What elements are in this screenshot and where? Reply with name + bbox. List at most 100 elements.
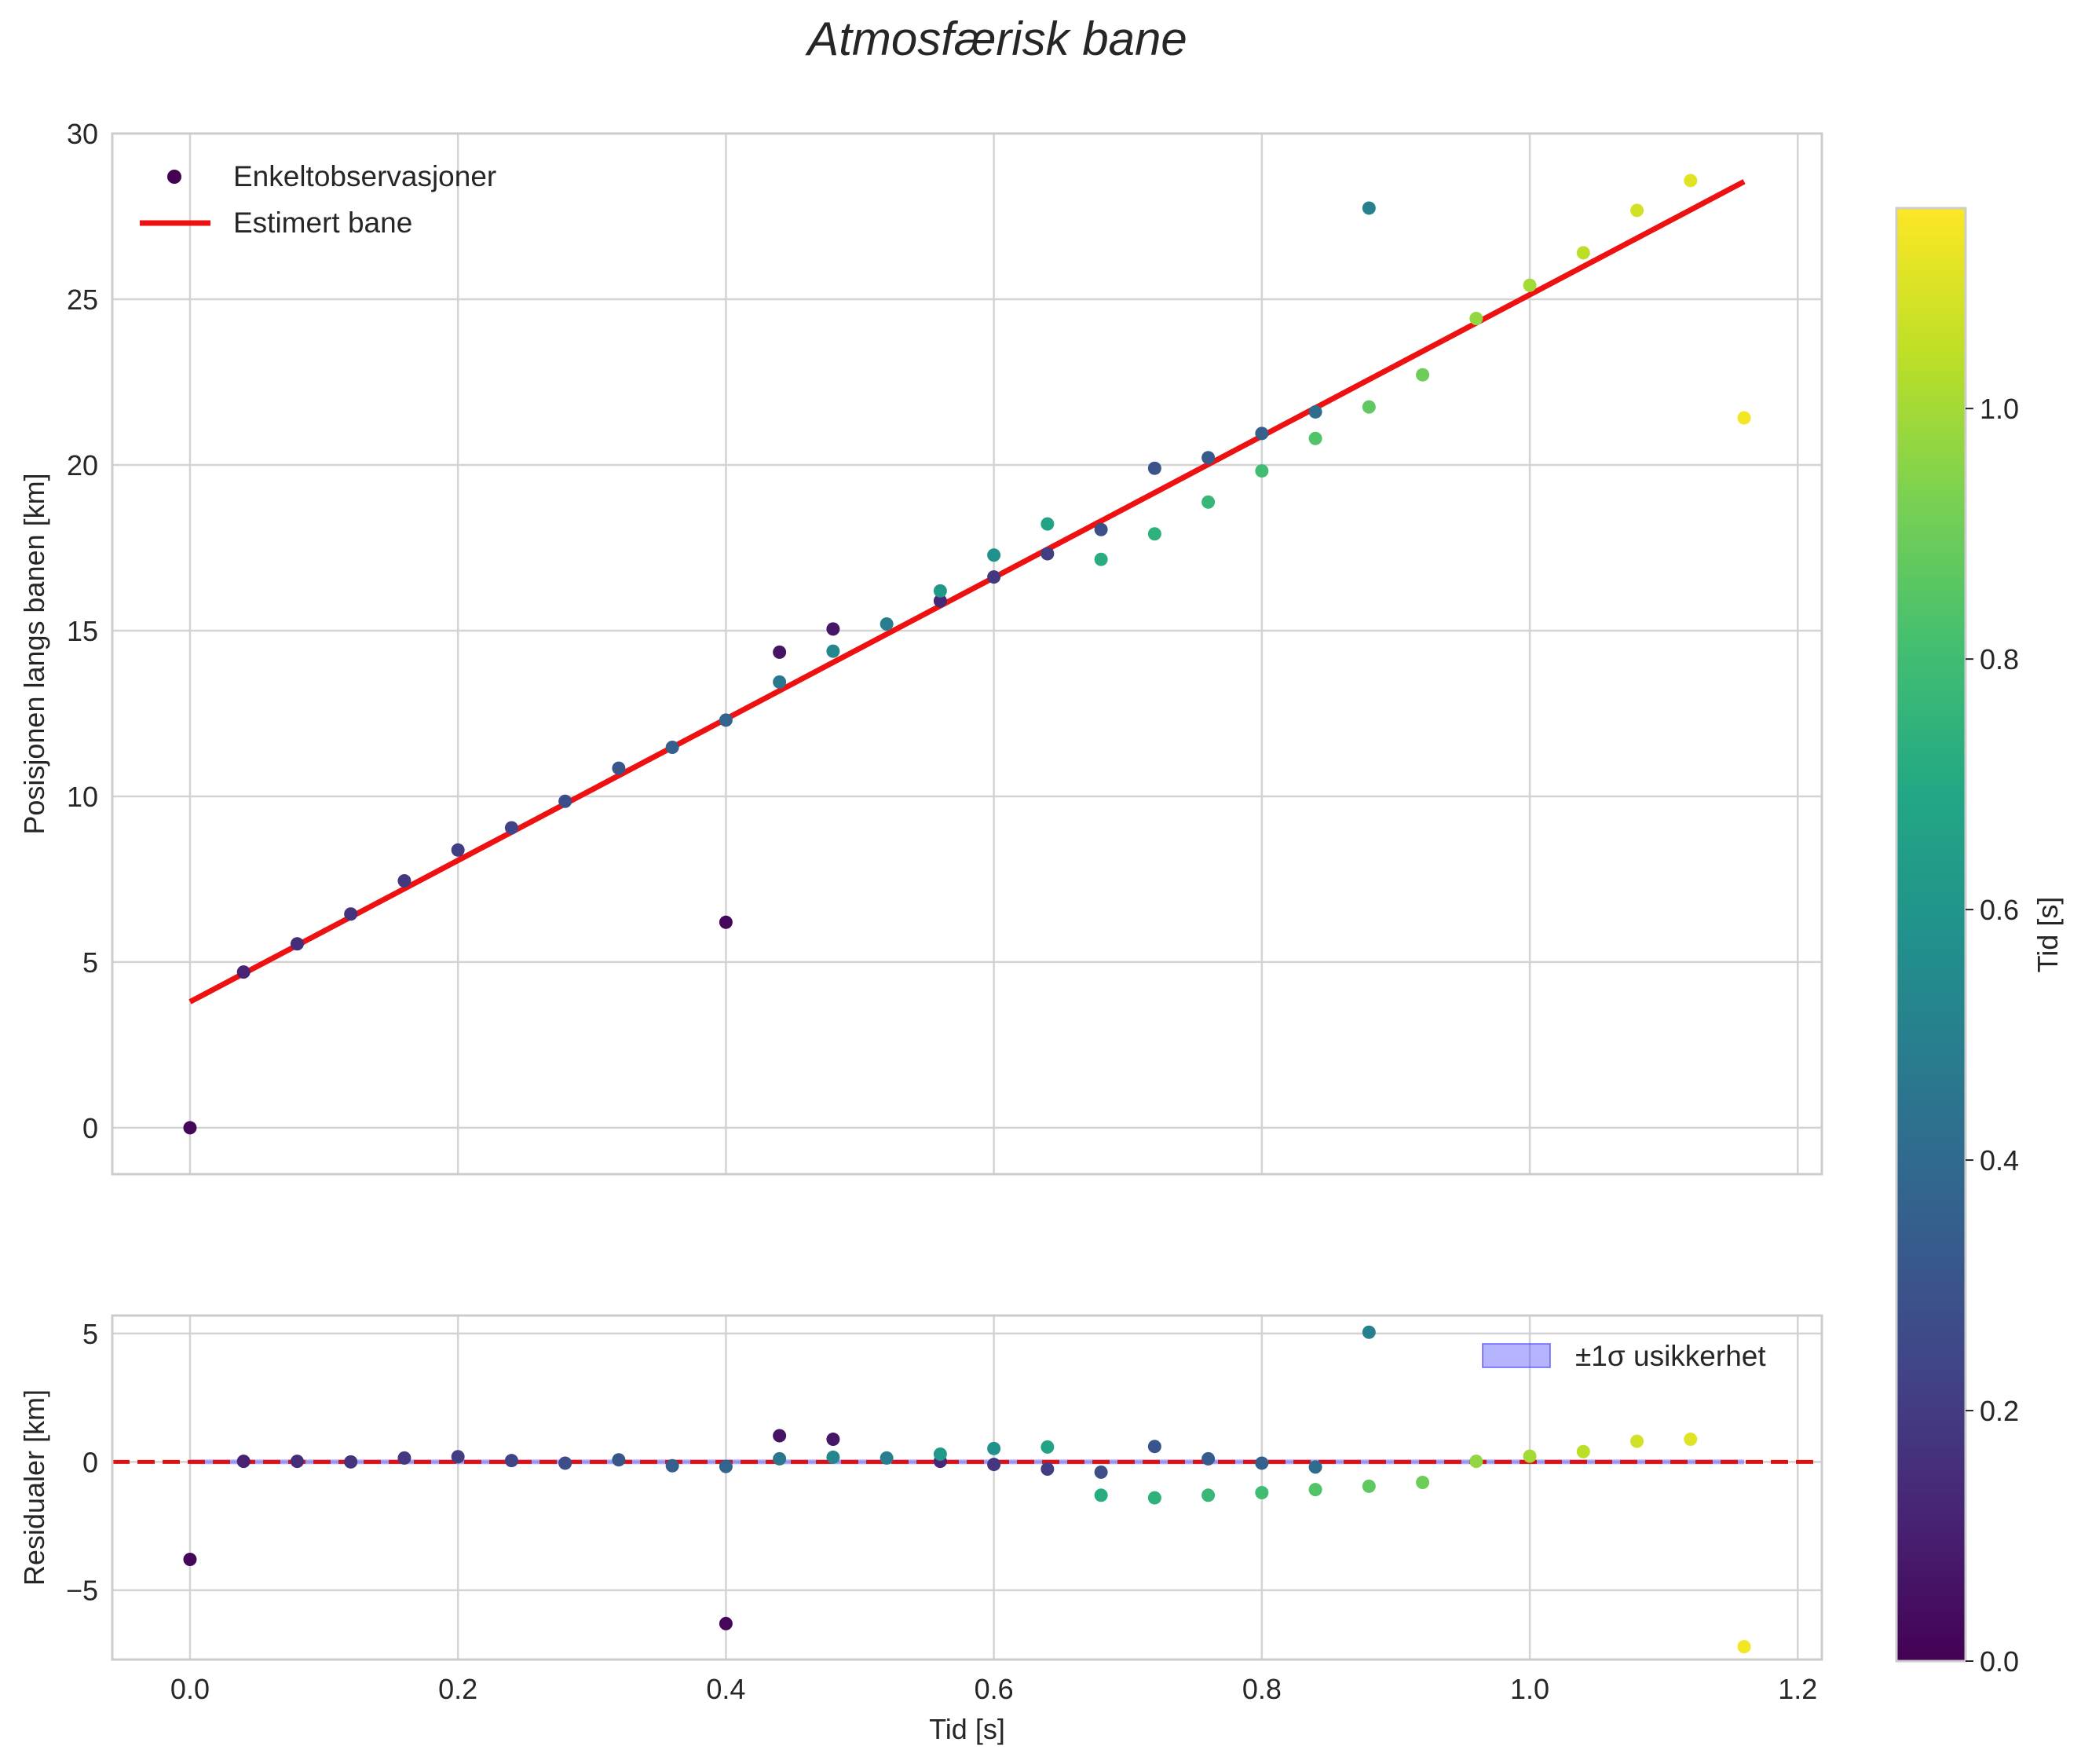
legend-label-observations: Enkeltobservasjoner (233, 160, 496, 192)
observation-point (1362, 400, 1376, 414)
residual-y-tick-label: 5 (82, 1318, 98, 1350)
residual-point (987, 1458, 1001, 1472)
observation-point (933, 584, 947, 598)
residual-point (1094, 1488, 1108, 1502)
legend-label-uncertainty: ±1σ usikkerhet (1575, 1340, 1766, 1372)
top-y-ticks: 0 5 10 15 20 25 30 (67, 118, 98, 1144)
observation-point (504, 821, 518, 835)
residual-point (344, 1455, 358, 1469)
colorbar-ticks: 0.0 0.2 0.4 0.6 0.8 1.0 (1966, 393, 2019, 1678)
residual-point (987, 1441, 1001, 1455)
residual-y-tick-label: −5 (66, 1575, 98, 1607)
observation-point (773, 675, 787, 689)
top-y-tick-label: 0 (82, 1112, 98, 1144)
residual-point (1630, 1434, 1644, 1448)
x-tick-label: 1.2 (1778, 1673, 1817, 1705)
observation-point (1576, 246, 1590, 260)
observation-point (1523, 278, 1537, 292)
x-tick-label: 0.6 (975, 1673, 1014, 1705)
observation-point (397, 874, 411, 888)
residual-point (1255, 1486, 1269, 1500)
x-tick-label: 0.2 (438, 1673, 477, 1705)
residual-point (773, 1429, 787, 1443)
observation-point (933, 594, 947, 608)
residual-point (719, 1459, 733, 1473)
observation-point (344, 907, 358, 921)
observation-point (1147, 461, 1161, 475)
residual-point (880, 1451, 894, 1465)
residual-point (719, 1616, 733, 1630)
residual-point (1308, 1460, 1322, 1474)
observation-point (1147, 527, 1161, 541)
observation-points (183, 174, 1751, 1135)
residual-point (1523, 1449, 1537, 1463)
residual-point (1737, 1640, 1751, 1654)
residual-y-ticks: −5 0 5 (66, 1318, 98, 1607)
observation-point (880, 617, 894, 631)
residual-point (773, 1451, 787, 1466)
residual-point (1147, 1491, 1161, 1505)
residual-point (933, 1447, 947, 1462)
observation-point (719, 713, 733, 727)
residual-x-ticks: 0.0 0.2 0.4 0.6 0.8 1.0 1.2 (170, 1673, 1817, 1705)
colorbar-tick-label: 0.0 (1980, 1645, 2019, 1678)
observation-point (826, 644, 840, 658)
residual-point (1362, 1479, 1376, 1493)
top-plot: 0 5 10 15 20 25 30 Posisjonen langs banen [km]… (18, 118, 1823, 1176)
observation-point (1201, 451, 1216, 465)
observation-point (1255, 464, 1269, 478)
observation-point (1416, 368, 1430, 382)
residual-point (397, 1451, 411, 1465)
residual-point (826, 1433, 840, 1447)
observation-point (1362, 201, 1376, 215)
residual-point (558, 1456, 572, 1470)
residual-points (183, 1325, 1751, 1654)
x-tick-label: 0.4 (706, 1673, 745, 1705)
chart-title: Atmosfærisk bane (805, 13, 1187, 65)
observation-point (1094, 522, 1108, 536)
top-y-tick-label: 20 (67, 449, 98, 481)
top-y-tick-label: 25 (67, 284, 98, 316)
residual-point (1094, 1465, 1108, 1479)
colorbar-tick-label: 0.8 (1980, 643, 2019, 675)
observation-point (987, 548, 1001, 562)
residual-point (451, 1450, 465, 1464)
observation-point (612, 761, 626, 775)
colorbar-tick-label: 0.4 (1980, 1144, 2019, 1177)
residual-point (1416, 1475, 1430, 1489)
residual-point (665, 1458, 679, 1473)
legend-label-estimated: Estimert bane (233, 207, 412, 239)
residual-point (1576, 1444, 1590, 1458)
colorbar-tick-label: 1.0 (1980, 393, 2019, 425)
observation-point (1630, 203, 1644, 218)
residual-point (1147, 1440, 1161, 1454)
top-legend: Enkeltobservasjoner Estimert bane (140, 160, 496, 239)
top-y-tick-label: 5 (82, 946, 98, 979)
top-gridlines (112, 132, 1822, 1174)
top-y-tick-label: 10 (67, 781, 98, 813)
observation-point (290, 937, 304, 951)
x-axis-label: Tid [s] (929, 1713, 1005, 1745)
top-y-axis-label: Posisjonen langs banen [km] (18, 473, 50, 834)
residual-point (1201, 1488, 1216, 1502)
top-plot-frame (111, 132, 1823, 1176)
observation-point (1308, 431, 1322, 445)
observation-point (1201, 495, 1216, 509)
observation-point (236, 965, 251, 979)
residual-point (1201, 1451, 1216, 1466)
residual-point (1362, 1325, 1376, 1339)
residual-point (236, 1455, 251, 1469)
colorbar-label: Tid [s] (2032, 897, 2064, 973)
observation-point (1469, 311, 1483, 325)
residual-legend: ±1σ usikkerhet (1482, 1340, 1766, 1372)
colorbar: 0.0 0.2 0.4 0.6 0.8 1.0 Tid [s] (1895, 207, 2064, 1678)
residual-point (290, 1455, 304, 1469)
observation-point (558, 794, 572, 808)
residual-point (1040, 1462, 1055, 1476)
residual-point (504, 1454, 518, 1468)
observation-point (1308, 404, 1322, 419)
colorbar-tick-label: 0.6 (1980, 894, 2019, 926)
residual-gridlines (112, 1316, 1822, 1660)
residual-point (1684, 1433, 1698, 1447)
